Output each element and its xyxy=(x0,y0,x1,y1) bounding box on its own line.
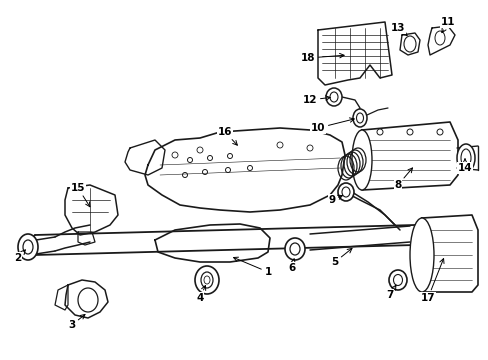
Ellipse shape xyxy=(460,149,470,167)
Ellipse shape xyxy=(356,113,363,123)
Text: 7: 7 xyxy=(386,285,395,300)
Polygon shape xyxy=(354,122,457,190)
Ellipse shape xyxy=(341,187,349,197)
Ellipse shape xyxy=(436,129,442,135)
Text: 6: 6 xyxy=(288,259,295,273)
Ellipse shape xyxy=(203,276,209,284)
Text: 12: 12 xyxy=(302,95,329,105)
Ellipse shape xyxy=(409,218,433,292)
Polygon shape xyxy=(55,285,68,310)
Text: 8: 8 xyxy=(393,168,412,190)
Ellipse shape xyxy=(329,92,337,102)
Polygon shape xyxy=(125,140,164,175)
Ellipse shape xyxy=(434,31,444,45)
Text: 11: 11 xyxy=(440,17,454,33)
Ellipse shape xyxy=(351,130,371,190)
Text: 3: 3 xyxy=(68,314,85,330)
Ellipse shape xyxy=(352,109,366,127)
Text: 14: 14 xyxy=(457,159,471,173)
Ellipse shape xyxy=(195,266,219,294)
Ellipse shape xyxy=(406,129,412,135)
Polygon shape xyxy=(399,33,419,55)
Text: 16: 16 xyxy=(217,127,237,145)
Text: 1: 1 xyxy=(233,257,271,277)
Ellipse shape xyxy=(289,243,299,255)
Ellipse shape xyxy=(285,238,305,260)
Text: 9: 9 xyxy=(328,195,342,205)
Text: 17: 17 xyxy=(420,258,443,303)
Polygon shape xyxy=(65,185,118,235)
Polygon shape xyxy=(78,232,95,245)
Text: 2: 2 xyxy=(14,250,25,263)
Ellipse shape xyxy=(337,183,353,201)
Text: 13: 13 xyxy=(390,23,407,36)
Ellipse shape xyxy=(456,144,474,172)
Polygon shape xyxy=(155,224,269,262)
Ellipse shape xyxy=(201,272,213,288)
Polygon shape xyxy=(317,22,391,85)
Text: 15: 15 xyxy=(71,183,90,207)
Ellipse shape xyxy=(18,234,38,260)
Text: 18: 18 xyxy=(300,53,344,63)
Polygon shape xyxy=(414,215,477,292)
Ellipse shape xyxy=(376,129,382,135)
Polygon shape xyxy=(145,128,345,212)
Text: 10: 10 xyxy=(310,118,353,133)
Ellipse shape xyxy=(403,36,415,52)
Ellipse shape xyxy=(325,88,341,106)
Polygon shape xyxy=(65,280,108,318)
Ellipse shape xyxy=(393,274,402,285)
Ellipse shape xyxy=(23,240,33,254)
Text: 5: 5 xyxy=(331,248,351,267)
Text: 4: 4 xyxy=(196,285,205,303)
Polygon shape xyxy=(427,26,454,55)
Ellipse shape xyxy=(388,270,406,290)
